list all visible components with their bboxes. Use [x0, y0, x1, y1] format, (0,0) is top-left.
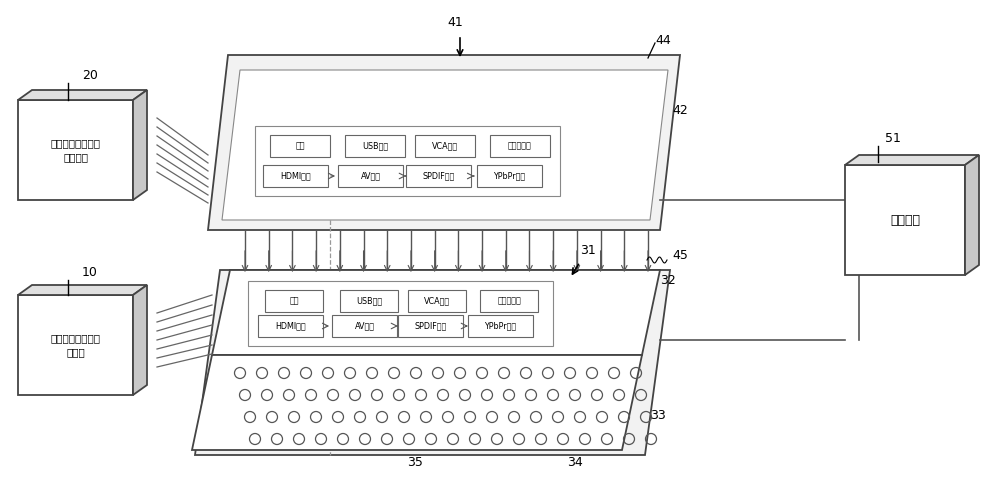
Bar	[415, 135, 475, 157]
Bar	[345, 135, 405, 157]
Polygon shape	[18, 90, 147, 100]
Text: 麦克风接口: 麦克风接口	[508, 141, 532, 150]
Bar	[18, 295, 133, 395]
Text: VCA接口: VCA接口	[432, 141, 458, 150]
Text: 第二信号装置（测
试仪器）: 第二信号装置（测 试仪器）	[50, 138, 100, 162]
Text: AV接口: AV接口	[354, 322, 374, 331]
Bar	[332, 315, 397, 337]
Bar	[18, 100, 133, 200]
Bar	[270, 135, 330, 157]
Text: 45: 45	[672, 249, 688, 261]
Bar	[490, 135, 550, 157]
Text: 控制单元: 控制单元	[890, 214, 920, 227]
Bar	[406, 165, 471, 187]
Text: 51: 51	[885, 131, 901, 144]
Bar	[258, 315, 323, 337]
Polygon shape	[18, 285, 147, 295]
Text: USB接口: USB接口	[356, 296, 382, 305]
Bar	[480, 290, 538, 312]
Text: SPDIF接口: SPDIF接口	[422, 171, 455, 180]
Text: 32: 32	[660, 273, 676, 286]
Polygon shape	[133, 90, 147, 200]
Text: HDMI接口: HDMI接口	[275, 322, 306, 331]
Text: 41: 41	[447, 15, 463, 28]
Text: 网口: 网口	[289, 296, 299, 305]
Text: 33: 33	[650, 408, 666, 421]
Text: SPDIF接口: SPDIF接口	[414, 322, 447, 331]
Bar	[398, 315, 463, 337]
Polygon shape	[212, 270, 660, 355]
Bar	[263, 165, 328, 187]
Text: 42: 42	[672, 104, 688, 117]
Text: HDMI接口: HDMI接口	[280, 171, 311, 180]
Text: YPbPr接口: YPbPr接口	[493, 171, 526, 180]
Bar	[408, 290, 466, 312]
Bar	[265, 290, 323, 312]
Text: AV接口: AV接口	[360, 171, 380, 180]
Text: 网口: 网口	[295, 141, 305, 150]
Bar	[477, 165, 542, 187]
Text: 34: 34	[567, 456, 583, 469]
Text: 44: 44	[655, 33, 671, 46]
Polygon shape	[845, 155, 979, 165]
Polygon shape	[222, 70, 668, 220]
Polygon shape	[965, 155, 979, 275]
Text: 10: 10	[82, 265, 98, 278]
Bar	[845, 165, 965, 275]
Text: 35: 35	[407, 456, 423, 469]
Text: 第一信号装置（电
视机）: 第一信号装置（电 视机）	[50, 333, 100, 357]
Polygon shape	[208, 55, 680, 230]
Bar	[338, 165, 403, 187]
Text: VCA接口: VCA接口	[424, 296, 450, 305]
Polygon shape	[192, 355, 642, 450]
Text: 20: 20	[82, 69, 98, 82]
Text: YPbPr接口: YPbPr接口	[484, 322, 517, 331]
Bar	[340, 290, 398, 312]
Text: 麦克风接口: 麦克风接口	[497, 296, 521, 305]
Polygon shape	[133, 285, 147, 395]
Bar	[468, 315, 533, 337]
Text: USB接口: USB接口	[362, 141, 388, 150]
Bar	[248, 281, 553, 346]
Text: 31: 31	[580, 244, 596, 256]
Bar	[255, 126, 560, 196]
Polygon shape	[195, 270, 670, 455]
